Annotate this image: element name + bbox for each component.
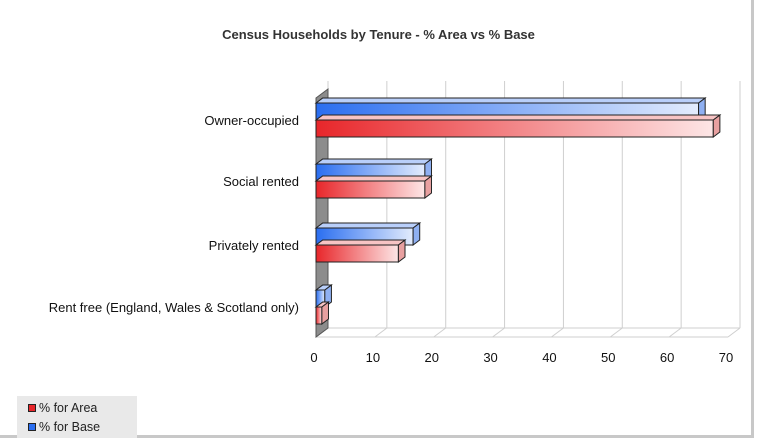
category-label: Privately rented bbox=[209, 238, 299, 253]
legend-label-base: % for Base bbox=[39, 419, 101, 434]
bar-front-face bbox=[315, 119, 714, 138]
category-labels: Owner-occupied Social rented Privately ren… bbox=[49, 113, 299, 315]
bar-top-face bbox=[314, 175, 433, 182]
legend-item-area: % for Area bbox=[17, 398, 137, 417]
x-tick-label: 60 bbox=[660, 350, 674, 365]
legend-swatch-base bbox=[28, 422, 36, 431]
bar bbox=[314, 301, 330, 326]
category-label: Social rented bbox=[223, 174, 299, 189]
x-tick-label: 30 bbox=[483, 350, 497, 365]
bar bbox=[314, 114, 722, 138]
x-tick-label: 50 bbox=[601, 350, 615, 365]
bar bbox=[314, 239, 407, 264]
category-label: Owner-occupied bbox=[204, 113, 299, 128]
bar-end-face bbox=[712, 114, 721, 138]
bars bbox=[314, 97, 722, 326]
bar-top-face bbox=[314, 97, 707, 104]
bar-end-face bbox=[324, 284, 332, 309]
bar-end-face bbox=[424, 175, 432, 199]
category-label: Rent free (England, Wales & Scotland onl… bbox=[49, 300, 299, 315]
bar-front-face bbox=[315, 244, 399, 263]
legend-item-base: % for Base bbox=[17, 417, 137, 436]
x-tick-label: 20 bbox=[424, 350, 438, 365]
floor-line bbox=[374, 327, 388, 338]
x-tick-label: 10 bbox=[366, 350, 380, 365]
floor-line bbox=[668, 327, 682, 338]
bar bbox=[314, 175, 433, 199]
legend-swatch-area bbox=[28, 403, 36, 412]
floor-line bbox=[727, 327, 741, 338]
legend-label-area: % for Area bbox=[39, 400, 98, 415]
x-tick-label: 40 bbox=[542, 350, 556, 365]
legend: % for Area % for Base bbox=[17, 396, 137, 438]
bar-front-face bbox=[315, 180, 426, 199]
bar-end-face bbox=[412, 222, 421, 246]
bar-top-face bbox=[314, 114, 722, 121]
bar-top-face bbox=[314, 239, 407, 246]
bar-end-face bbox=[397, 239, 406, 264]
floor-line bbox=[609, 327, 623, 338]
bar-top-face bbox=[314, 222, 422, 229]
floor-line bbox=[492, 327, 505, 338]
chart-title: Census Households by Tenure - % Area vs … bbox=[222, 27, 535, 42]
bar-front-face bbox=[315, 306, 323, 325]
x-axis-ticks: 0 10 20 30 40 50 60 70 bbox=[310, 350, 733, 365]
bar-end-face bbox=[321, 301, 329, 326]
x-tick-label: 0 bbox=[310, 350, 317, 365]
floor-line bbox=[551, 327, 564, 338]
floor-line bbox=[433, 327, 447, 338]
bar-top-face bbox=[314, 158, 433, 165]
x-tick-label: 70 bbox=[719, 350, 733, 365]
